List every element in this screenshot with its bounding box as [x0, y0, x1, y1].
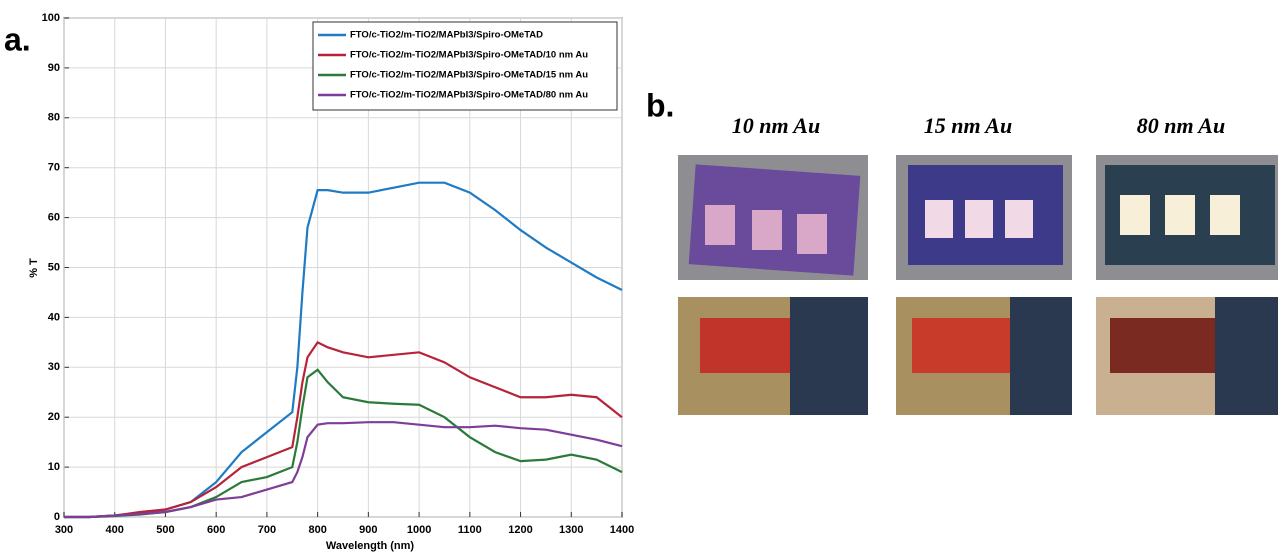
photo-title: 80 nm Au [1137, 113, 1225, 138]
y-tick-label: 30 [48, 361, 60, 373]
y-tick-label: 70 [48, 162, 60, 174]
x-tick-label: 300 [55, 524, 73, 536]
legend-box [312, 21, 618, 111]
x-tick-label: 400 [106, 524, 124, 536]
x-tick-label: 1000 [407, 524, 431, 536]
x-tick-label: 1300 [559, 524, 583, 536]
y-axis-label: % T [28, 258, 40, 278]
legend-label: FTO/c-TiO2/m-TiO2/MAPbI3/Spiro-OMeTAD/15… [350, 70, 588, 81]
x-tick-label: 900 [359, 524, 377, 536]
electrode [1120, 195, 1150, 235]
plot: 0 10 20 30 40 50 60 70 80 90 100 300 400 500 600 700 800… [42, 12, 635, 536]
x-tick-label: 800 [308, 524, 326, 536]
series-line [64, 340, 623, 519]
x-tick-label: 600 [207, 524, 225, 536]
photo-title: 10 nm Au [732, 113, 820, 138]
photos: 10 nm Au 15 nm Au 80 nm Au [678, 113, 1278, 415]
x-tick-label: 500 [156, 524, 174, 536]
electrode [705, 205, 735, 245]
series-line [64, 368, 623, 519]
panel-label: b. [646, 87, 674, 123]
x-tick-label: 1200 [508, 524, 532, 536]
y-tick-label: 20 [48, 411, 60, 423]
electrode [965, 200, 993, 238]
x-tick-label: 700 [258, 524, 276, 536]
legend-label: FTO/c-TiO2/m-TiO2/MAPbI3/Spiro-OMeTAD/80… [350, 90, 588, 101]
electrode [925, 200, 953, 238]
y-tick-label: 90 [48, 62, 60, 74]
legend-label: FTO/c-TiO2/m-TiO2/MAPbI3/Spiro-OMeTAD [350, 30, 543, 41]
legend: FTO/c-TiO2/m-TiO2/MAPbI3/Spiro-OMeTAD FTO… [318, 30, 588, 101]
panel-label: a. [4, 21, 31, 57]
electrode [752, 210, 782, 250]
electrode [1165, 195, 1195, 235]
y-tick-label: 100 [42, 12, 60, 24]
photo-title: 15 nm Au [924, 113, 1012, 138]
y-tick-label: 0 [54, 511, 60, 523]
x-tick-label: 1100 [458, 524, 482, 536]
glove [1010, 297, 1072, 415]
glove [1215, 297, 1278, 415]
electrode [1005, 200, 1033, 238]
y-tick-label: 10 [48, 461, 60, 473]
x-tick-label: 1400 [610, 524, 634, 536]
legend-label: FTO/c-TiO2/m-TiO2/MAPbI3/Spiro-OMeTAD/10… [350, 50, 588, 61]
y-tick-label: 40 [48, 311, 60, 323]
y-tick-label: 60 [48, 212, 60, 224]
electrode [1210, 195, 1240, 235]
x-axis-label: Wavelength (nm) [326, 540, 415, 552]
y-tick-label: 50 [48, 261, 60, 273]
y-tick-label: 80 [48, 112, 60, 124]
electrode [797, 214, 827, 254]
series-line [64, 421, 623, 519]
glove [790, 297, 868, 415]
